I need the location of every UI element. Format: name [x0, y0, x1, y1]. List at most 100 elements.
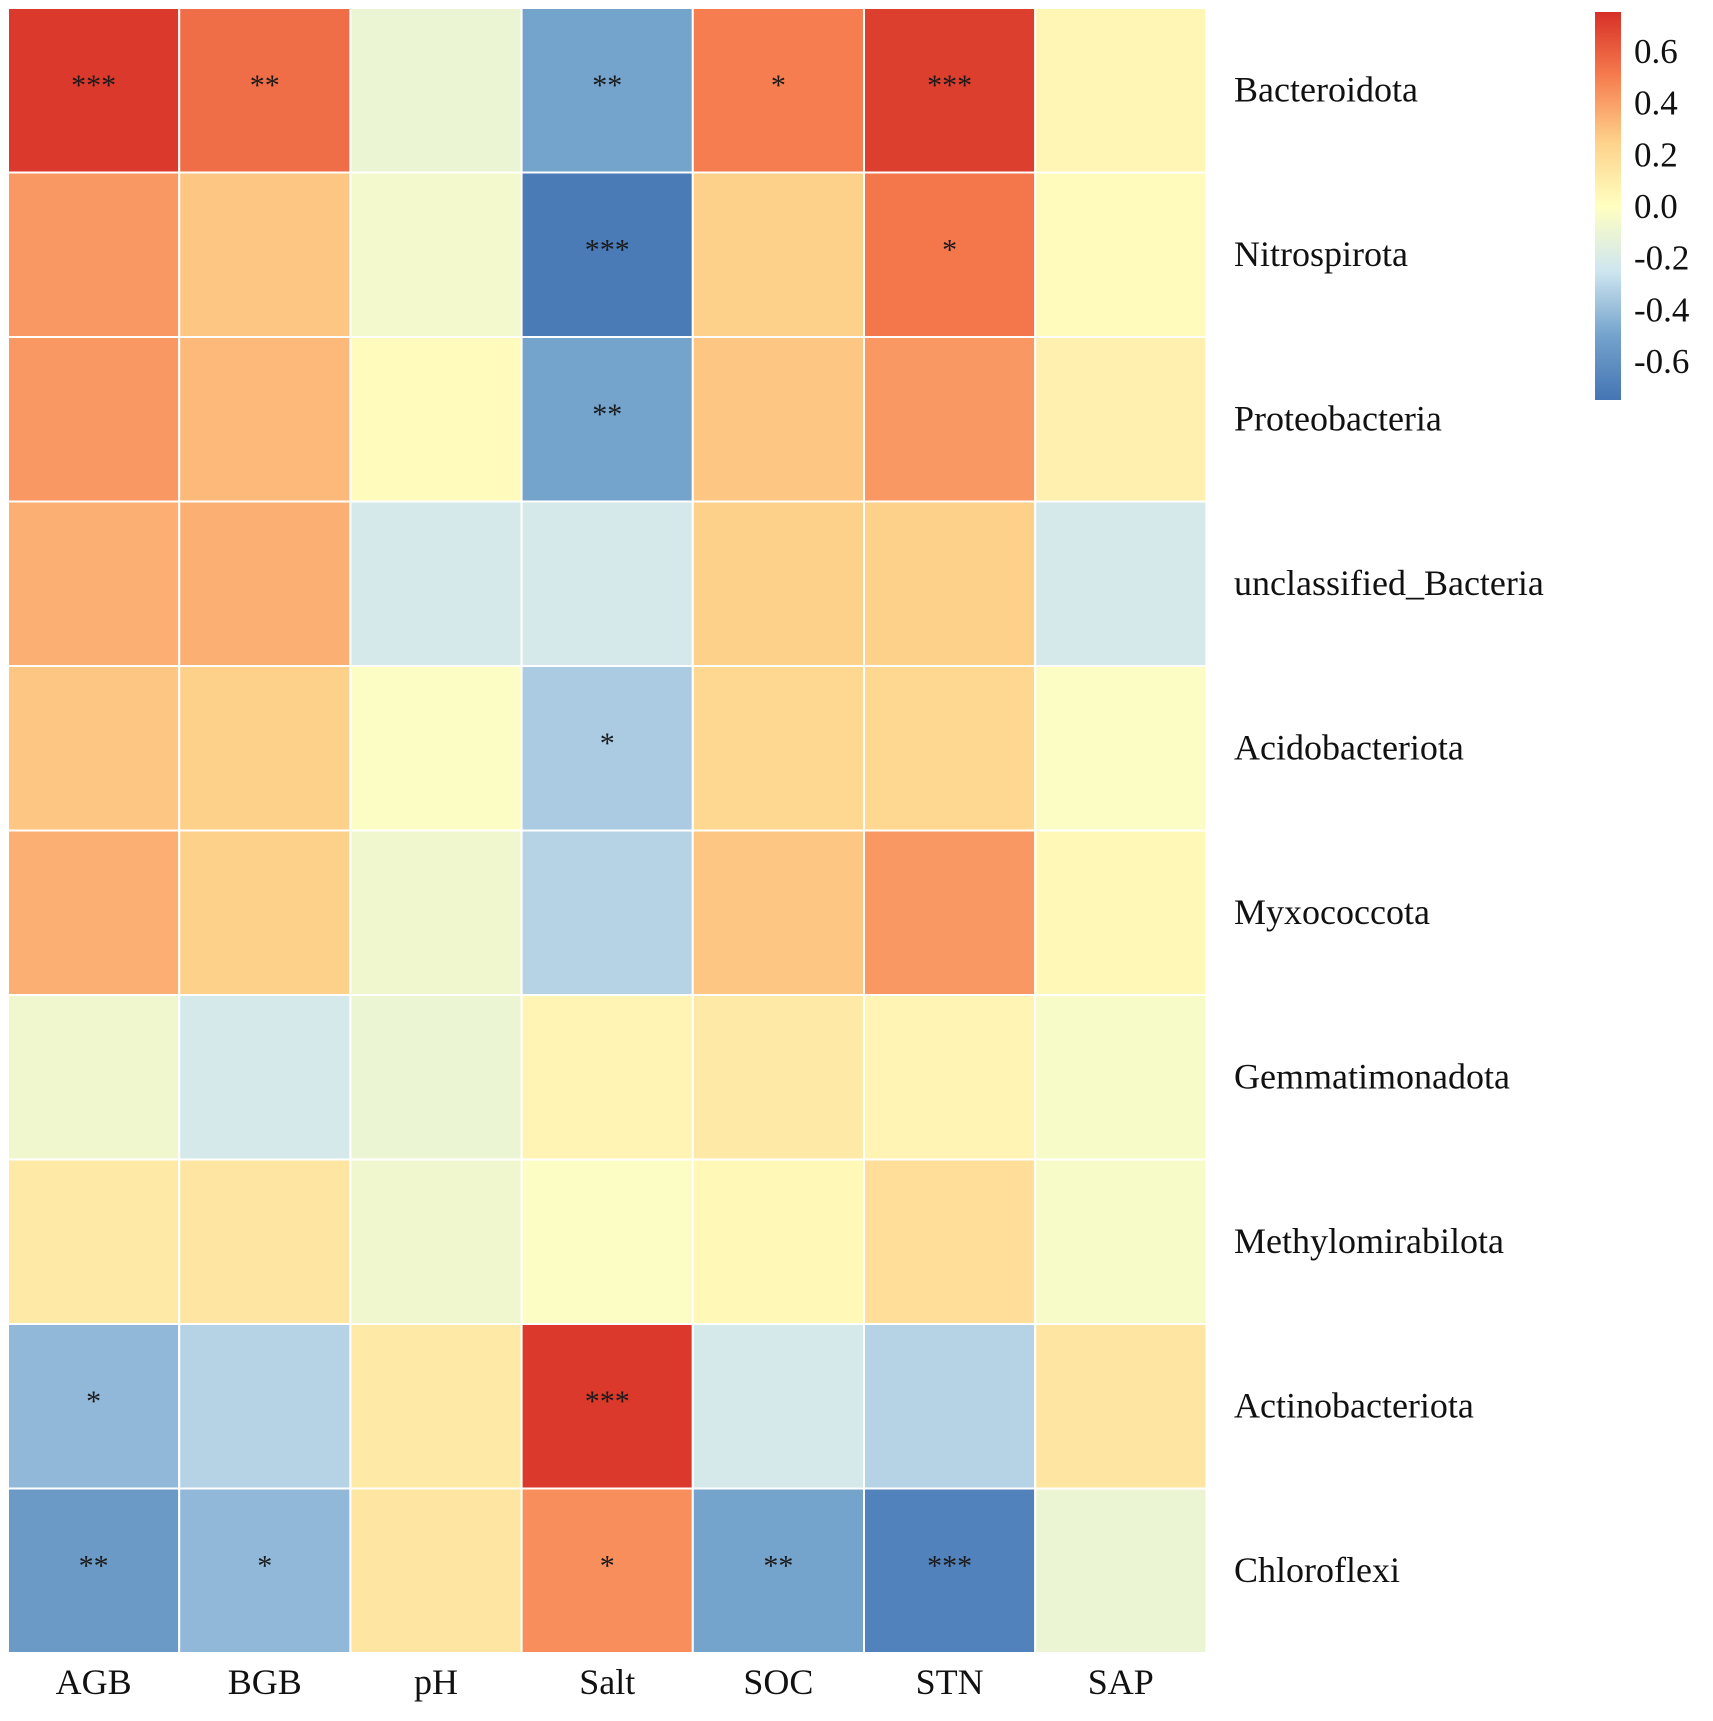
heatmap-cell: [863, 665, 1037, 832]
legend-tick-label: -0.6: [1634, 342, 1689, 381]
heatmap-cell: [1034, 500, 1208, 667]
heatmap-cell: [1034, 1323, 1208, 1490]
column-label: Salt: [579, 1662, 635, 1702]
heatmap-cell: [520, 829, 694, 996]
significance-marker: **: [250, 69, 280, 102]
significance-marker: ***: [585, 234, 630, 267]
significance-marker: *: [600, 1550, 615, 1583]
heatmap-cell: [178, 665, 352, 832]
heatmap-cell: [863, 829, 1037, 996]
heatmap-cell: [520, 336, 694, 503]
legend-tick-label: 0.6: [1634, 32, 1678, 71]
heatmap-cell: [520, 1487, 694, 1654]
heatmap-cell: [7, 500, 181, 667]
significance-markers: *** ** ** * ****** ***** ***** * * ** ***: [71, 69, 972, 1583]
heatmap-cell: [691, 171, 865, 338]
heatmap-cell: [7, 171, 181, 338]
significance-marker: **: [592, 69, 622, 102]
row-label: Actinobacteriota: [1234, 1385, 1474, 1425]
column-label: pH: [414, 1662, 458, 1702]
heatmap-cell: [7, 665, 181, 832]
heatmap-cell: [7, 1323, 181, 1490]
row-label: Methylomirabilota: [1234, 1221, 1504, 1261]
heatmap-cell: [349, 500, 523, 667]
heatmap-cell: [178, 1323, 352, 1490]
legend-tick-label: 0.2: [1634, 135, 1678, 174]
legend-tick-label: -0.2: [1634, 239, 1689, 278]
heatmap-cell: [691, 1487, 865, 1654]
significance-marker: ***: [927, 1550, 972, 1583]
heatmap-cell: [691, 1323, 865, 1490]
heatmap-cell: [178, 994, 352, 1161]
significance-marker: *: [86, 1385, 101, 1418]
heatmap-cell: [691, 665, 865, 832]
significance-marker: **: [592, 398, 622, 431]
heatmap-cell: [349, 171, 523, 338]
heatmap-cell: [7, 7, 181, 174]
heatmap-cell: [349, 1323, 523, 1490]
color-legend: 0.6 0.4 0.2 0.0 -0.2 -0.4 -0.6: [1595, 12, 1689, 400]
significance-marker: ***: [71, 69, 116, 102]
row-label: Chloroflexi: [1234, 1550, 1400, 1590]
heatmap-cell: [691, 994, 865, 1161]
heatmap-cell: [863, 1323, 1037, 1490]
heatmap-cell: [691, 1158, 865, 1325]
heatmap-cell: [349, 994, 523, 1161]
color-legend-ticks: 0.6 0.4 0.2 0.0 -0.2 -0.4 -0.6: [1634, 32, 1689, 381]
heatmap-cell: [520, 1158, 694, 1325]
column-labels: AGB BGB pH Salt SOC STN SAP: [56, 1662, 1154, 1702]
significance-marker: **: [79, 1550, 109, 1583]
heatmap-cell: [863, 1487, 1037, 1654]
heatmap-cell: [863, 1158, 1037, 1325]
heatmap-cell: [520, 994, 694, 1161]
heatmap-cell: [1034, 171, 1208, 338]
heatmap-cell: [178, 7, 352, 174]
column-label: AGB: [56, 1662, 132, 1702]
significance-marker: **: [763, 1550, 793, 1583]
heatmap-cell: [349, 1487, 523, 1654]
legend-tick-label: -0.4: [1634, 290, 1689, 329]
row-label: Myxococcota: [1234, 892, 1430, 932]
heatmap-cell: [7, 829, 181, 996]
heatmap-cell: [7, 1158, 181, 1325]
heatmap-cell: [863, 7, 1037, 174]
heatmap-cell: [691, 7, 865, 174]
heatmap-cell: [349, 1158, 523, 1325]
legend-tick-label: 0.4: [1634, 84, 1678, 123]
row-label: Proteobacteria: [1234, 398, 1442, 438]
heatmap-cell: [178, 500, 352, 667]
significance-marker: *: [771, 69, 786, 102]
heatmap-cell: [178, 171, 352, 338]
heatmap-cell: [520, 7, 694, 174]
heatmap-cell: [1034, 1487, 1208, 1654]
heatmap-cell: [1034, 336, 1208, 503]
color-legend-bar: [1595, 12, 1621, 400]
row-label: Bacteroidota: [1234, 69, 1418, 109]
heatmap-cell: [1034, 665, 1208, 832]
heatmap-cell: [178, 1158, 352, 1325]
heatmap-cell: [691, 829, 865, 996]
heatmap-cell: [520, 500, 694, 667]
significance-marker: *: [942, 234, 957, 267]
heatmap-cell: [1034, 7, 1208, 174]
heatmap-cell: [7, 336, 181, 503]
row-labels: Bacteroidota Nitrospirota Proteobacteria un…: [1234, 69, 1544, 1590]
significance-marker: ***: [927, 69, 972, 102]
row-label: Nitrospirota: [1234, 234, 1408, 274]
heatmap-cell: [691, 336, 865, 503]
row-label: Acidobacteriota: [1234, 727, 1464, 767]
heatmap-cell: [349, 829, 523, 996]
heatmap-cell: [1034, 1158, 1208, 1325]
heatmap-cell: [178, 829, 352, 996]
heatmap-cell: [863, 500, 1037, 667]
heatmap-cell: [178, 336, 352, 503]
significance-marker: *: [600, 727, 615, 760]
significance-marker: ***: [585, 1385, 630, 1418]
heatmap-cell: [349, 665, 523, 832]
row-label: unclassified_Bacteria: [1234, 563, 1544, 603]
heatmap-cell: [863, 336, 1037, 503]
column-label: STN: [916, 1662, 984, 1702]
heatmap-cell: [691, 500, 865, 667]
